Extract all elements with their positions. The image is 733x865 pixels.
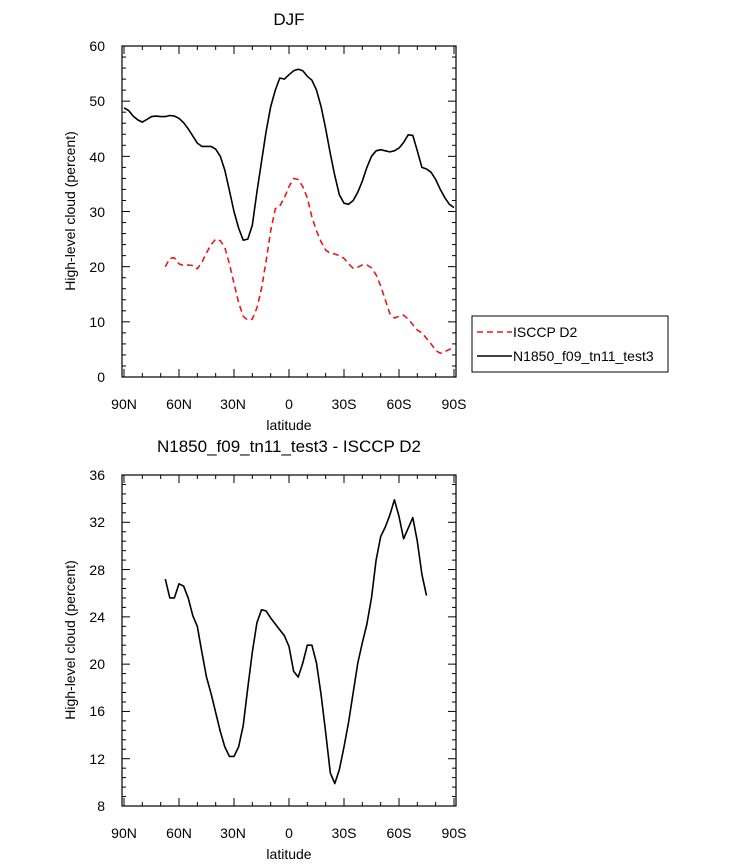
top-x-axis-label: latitude (266, 417, 311, 433)
legend-box (471, 315, 669, 373)
top-y-tick-label: 40 (89, 149, 105, 165)
top-x-tick-label: 90N (111, 396, 137, 412)
top-y-tick-label: 10 (89, 314, 105, 330)
bottom-y-tick-label: 36 (89, 467, 105, 483)
top-y-axis-label: High-level cloud (percent) (62, 131, 78, 291)
legend-label-isccp: ISCCP D2 (513, 324, 578, 340)
bottom-series-line-model (164, 499, 428, 785)
bottom-y-tick-label: 32 (89, 514, 105, 530)
bottom-y-tick-label: 24 (89, 609, 105, 625)
bottom-y-axis-label: High-level cloud (percent) (62, 560, 78, 720)
top-panel: DJF 90N 60N 30N 0 30S 60S 90S 0 10 20 30… (62, 10, 669, 433)
top-y-tick-label: 50 (89, 93, 105, 109)
top-y-tick-label: 30 (89, 204, 105, 220)
bottom-x-tick-label: 60N (166, 825, 192, 841)
top-series-line-isccp (164, 177, 455, 355)
top-y-tick-label: 0 (97, 369, 105, 385)
bottom-x-tick-label: 90N (111, 825, 137, 841)
bottom-series-group (164, 499, 428, 785)
top-series-line-model (123, 68, 455, 241)
top-x-tick-label: 60N (166, 396, 192, 412)
bottom-x-tick-label: 90S (442, 825, 467, 841)
bottom-x-tick-label: 60S (387, 825, 412, 841)
top-x-tick-label: 90S (442, 396, 467, 412)
top-x-tick-label: 30S (332, 396, 357, 412)
top-plot-frame (121, 45, 457, 378)
top-series-group (123, 68, 455, 355)
bottom-chart-title: N1850_f09_tn11_test3 - ISCCP D2 (157, 437, 421, 456)
top-x-tick-label: 30N (220, 396, 246, 412)
bottom-panel: N1850_f09_tn11_test3 - ISCCP D2 90N 60N … (62, 437, 466, 862)
bottom-x-tick-label: 30N (220, 825, 246, 841)
bottom-x-tick-label: 30S (332, 825, 357, 841)
bottom-y-tick-label: 8 (97, 798, 105, 814)
bottom-plot-frame (121, 474, 457, 807)
top-y-tick-label: 60 (89, 38, 105, 54)
bottom-y-tick-label: 20 (89, 656, 105, 672)
legend: ISCCP D2 N1850_f09_tn11_test3 (471, 315, 669, 373)
bottom-y-tick-label: 16 (89, 703, 105, 719)
legend-label-model: N1850_f09_tn11_test3 (513, 348, 654, 364)
bottom-y-tick-label: 28 (89, 562, 105, 578)
top-chart-title: DJF (273, 10, 304, 29)
top-x-tick-label: 60S (387, 396, 412, 412)
bottom-y-tick-label: 12 (89, 751, 105, 767)
top-axis-ticks (122, 45, 456, 378)
top-y-tick-label: 20 (89, 259, 105, 275)
bottom-x-axis-label: latitude (266, 846, 311, 862)
bottom-axis-ticks (122, 474, 456, 807)
top-x-tick-label: 0 (285, 396, 293, 412)
bottom-x-tick-label: 0 (285, 825, 293, 841)
